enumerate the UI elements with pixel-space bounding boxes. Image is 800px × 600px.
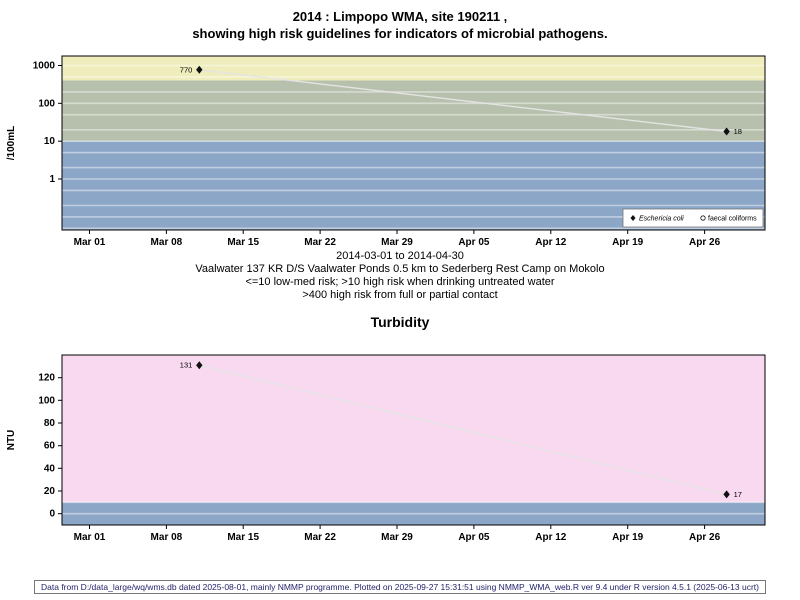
y-axis-label: /100mL bbox=[6, 126, 17, 160]
data-point-marker bbox=[723, 490, 730, 499]
y-tick-label: 100 bbox=[38, 395, 55, 406]
ecoli-chart-plot: 770 18 Mar 01 Mar 08 Mar 15 Mar 22 Mar 29 Apr 0… bbox=[6, 55, 766, 248]
caption-site-description: Vaalwater 137 KR D/S Vaalwater Ponds 0.5… bbox=[195, 263, 605, 275]
caption-date-range: 2014-03-01 to 2014-04-30 bbox=[336, 250, 464, 262]
footer-provenance-note: Data from D:/data_large/wq/wms.db dated … bbox=[34, 580, 766, 594]
series-line bbox=[199, 69, 727, 133]
y-tick-label: 1 bbox=[49, 174, 55, 185]
legend-ecoli-marker-icon bbox=[630, 215, 636, 221]
y-tick-label: 80 bbox=[44, 418, 56, 429]
guideline-band bbox=[62, 80, 765, 142]
y-tick-label: 1000 bbox=[33, 61, 56, 72]
guideline-band bbox=[62, 56, 765, 81]
y-tick-label: 100 bbox=[38, 98, 55, 109]
ecoli-chart-title-line2: showing high risk guidelines for indicat… bbox=[192, 26, 608, 41]
x-tick-label: Apr 05 bbox=[458, 532, 490, 543]
caption-contact-guideline: >400 high risk from full or partial cont… bbox=[302, 289, 498, 301]
ecoli-chart-title: 2014 : Limpopo WMA, site 190211 , showin… bbox=[0, 8, 800, 42]
y-tick-label: 40 bbox=[44, 463, 56, 474]
guideline-band bbox=[62, 502, 765, 525]
data-point-label: 17 bbox=[734, 490, 742, 499]
x-tick-label: Mar 08 bbox=[151, 237, 183, 248]
y-tick-label: 10 bbox=[44, 136, 56, 147]
data-point-label: 18 bbox=[734, 127, 742, 136]
x-tick-label: Mar 15 bbox=[227, 237, 259, 248]
ecoli-chart-title-line1: 2014 : Limpopo WMA, site 190211 , bbox=[292, 9, 508, 24]
x-tick-label: Mar 22 bbox=[304, 532, 336, 543]
guideline-band bbox=[62, 355, 765, 503]
x-tick-label: Mar 15 bbox=[227, 532, 259, 543]
ecoli-chart-captions: 2014-03-01 to 2014-04-30 Vaalwater 137 K… bbox=[0, 250, 800, 302]
legend-box bbox=[622, 208, 764, 228]
x-tick-label: Mar 29 bbox=[381, 237, 413, 248]
y-tick-label: 0 bbox=[49, 509, 55, 520]
x-tick-label: Apr 19 bbox=[612, 237, 644, 248]
series-line bbox=[199, 364, 727, 496]
caption-drinking-guideline: <=10 low-med risk; >10 high risk when dr… bbox=[245, 276, 555, 288]
y-tick-label: 120 bbox=[38, 373, 55, 384]
plot-border bbox=[61, 354, 766, 526]
x-tick-label: Mar 08 bbox=[151, 532, 183, 543]
data-point-label: 770 bbox=[180, 65, 193, 74]
turbidity-chart-title: Turbidity bbox=[370, 314, 430, 330]
y-axis-label: NTU bbox=[6, 430, 17, 451]
y-tick-label: 60 bbox=[44, 441, 56, 452]
data-point-marker bbox=[723, 127, 730, 136]
legend-faecal-coliforms-marker-icon bbox=[700, 215, 706, 221]
data-point-marker bbox=[196, 65, 203, 74]
x-tick-label: Apr 26 bbox=[689, 237, 721, 248]
x-tick-label: Mar 29 bbox=[381, 532, 413, 543]
x-tick-label: Apr 12 bbox=[535, 237, 567, 248]
data-point-marker bbox=[196, 361, 203, 370]
x-tick-label: Mar 01 bbox=[74, 237, 106, 248]
x-tick-label: Apr 26 bbox=[689, 532, 721, 543]
legend-ecoli-label: Eschericia coli bbox=[639, 216, 684, 223]
x-tick-label: Mar 01 bbox=[74, 532, 106, 543]
legend-faecal-coliforms-label: faecal coliforms bbox=[708, 216, 757, 223]
x-tick-label: Apr 19 bbox=[612, 532, 644, 543]
data-point-label: 131 bbox=[180, 361, 193, 370]
x-tick-label: Apr 05 bbox=[458, 237, 490, 248]
turbidity-chart-plot: 131 17 Mar 01 Mar 08 Mar 15 Mar 22 Mar 29 Apr 0… bbox=[6, 354, 766, 543]
y-tick-label: 20 bbox=[44, 486, 56, 497]
plot-border bbox=[61, 55, 766, 231]
x-tick-label: Apr 12 bbox=[535, 532, 567, 543]
x-tick-label: Mar 22 bbox=[304, 237, 336, 248]
